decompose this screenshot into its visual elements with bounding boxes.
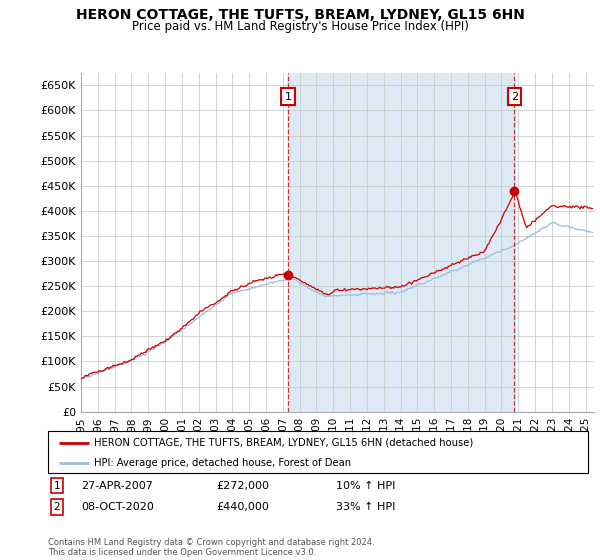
Text: HERON COTTAGE, THE TUFTS, BREAM, LYDNEY, GL15 6HN: HERON COTTAGE, THE TUFTS, BREAM, LYDNEY,… [76,8,524,22]
Text: 08-OCT-2020: 08-OCT-2020 [81,502,154,512]
Text: HERON COTTAGE, THE TUFTS, BREAM, LYDNEY, GL15 6HN (detached house): HERON COTTAGE, THE TUFTS, BREAM, LYDNEY,… [94,438,473,448]
Text: Contains HM Land Registry data © Crown copyright and database right 2024.
This d: Contains HM Land Registry data © Crown c… [48,538,374,557]
Text: HPI: Average price, detached house, Forest of Dean: HPI: Average price, detached house, Fore… [94,458,351,468]
Bar [288,73,514,412]
Text: £440,000: £440,000 [216,502,269,512]
Text: 2: 2 [511,91,518,101]
Text: 33% ↑ HPI: 33% ↑ HPI [336,502,395,512]
Text: £272,000: £272,000 [216,480,269,491]
FancyBboxPatch shape [48,431,588,473]
Text: 1: 1 [53,480,61,491]
Text: 2: 2 [53,502,61,512]
Text: 1: 1 [285,91,292,101]
Text: 10% ↑ HPI: 10% ↑ HPI [336,480,395,491]
Text: Price paid vs. HM Land Registry's House Price Index (HPI): Price paid vs. HM Land Registry's House … [131,20,469,32]
Text: 27-APR-2007: 27-APR-2007 [81,480,153,491]
